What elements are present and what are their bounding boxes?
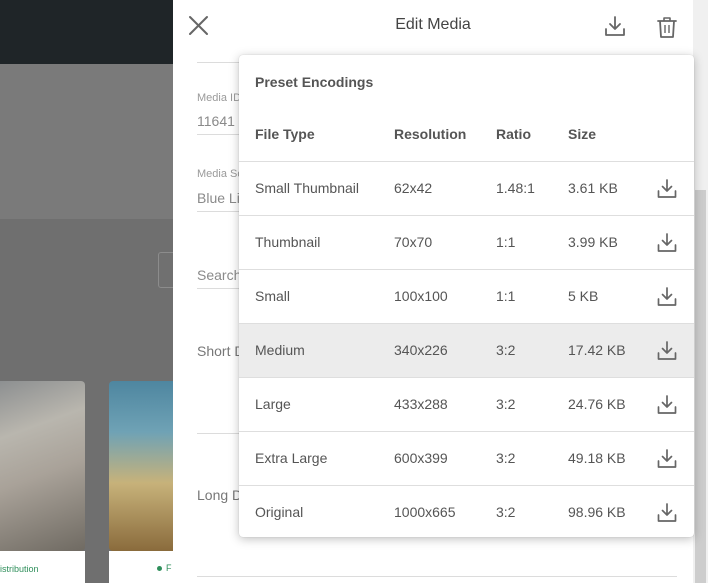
cell-ratio: 1:1	[496, 288, 516, 304]
drawer-scrollbar-thumb[interactable]	[695, 190, 706, 583]
encoding-row[interactable]: Small Thumbnail 62x42 1.48:1 3.61 KB	[239, 162, 694, 216]
encoding-row[interactable]: Large 433x288 3:2 24.76 KB	[239, 378, 694, 432]
download-icon	[657, 341, 677, 360]
download-encoding-button[interactable]	[655, 231, 679, 255]
cell-ratio: 3:2	[496, 342, 516, 358]
download-encoding-button[interactable]	[655, 501, 679, 525]
cell-file-type: Extra Large	[255, 450, 328, 466]
download-encoding-button[interactable]	[655, 447, 679, 471]
short-description-label: Short D	[197, 343, 245, 359]
download-encoding-button[interactable]	[655, 285, 679, 309]
column-header-file-type: File Type	[255, 126, 315, 142]
column-header-resolution: Resolution	[394, 126, 467, 142]
cell-ratio: 3:2	[496, 450, 516, 466]
cell-ratio: 3:2	[496, 504, 516, 520]
cell-file-type: Medium	[255, 342, 305, 358]
cell-size: 17.42 KB	[568, 342, 626, 358]
cell-file-type: Large	[255, 396, 291, 412]
encoding-row[interactable]: Original 1000x665 3:2 98.96 KB	[239, 486, 694, 537]
download-icon	[657, 179, 677, 198]
encoding-row[interactable]: Extra Large 600x399 3:2 49.18 KB	[239, 432, 694, 486]
download-button[interactable]	[602, 14, 628, 40]
cell-size: 98.96 KB	[568, 504, 626, 520]
encoding-row[interactable]: Small 100x100 1:1 5 KB	[239, 270, 694, 324]
encoding-row[interactable]: Thumbnail 70x70 1:1 3.99 KB	[239, 216, 694, 270]
media-card-image	[109, 381, 179, 551]
cell-file-type: Small Thumbnail	[255, 180, 360, 196]
cell-size: 24.76 KB	[568, 396, 626, 412]
cell-ratio: 1.48:1	[496, 180, 535, 196]
download-icon	[657, 233, 677, 252]
cell-resolution: 600x399	[394, 450, 448, 466]
media-id-label: Media ID	[197, 92, 242, 104]
cell-file-type: Small	[255, 288, 291, 304]
download-icon	[657, 503, 677, 522]
cell-resolution: 70x70	[394, 234, 433, 250]
download-icon	[605, 16, 625, 36]
preset-encodings-title: Preset Encodings	[255, 74, 374, 90]
download-icon	[657, 449, 677, 468]
trash-icon	[657, 17, 677, 38]
long-description-label: Long D	[197, 487, 243, 503]
cell-size: 3.99 KB	[568, 234, 618, 250]
close-button[interactable]	[186, 13, 212, 39]
cell-ratio: 3:2	[496, 396, 516, 412]
download-icon	[657, 395, 677, 414]
cell-size: 3.61 KB	[568, 180, 618, 196]
preset-encodings-menu: Preset Encodings File Type Resolution Ra…	[239, 55, 694, 537]
field-divider	[197, 576, 677, 577]
status-dot-icon	[157, 566, 162, 571]
media-source-value[interactable]: Blue Li	[197, 190, 240, 206]
cell-resolution: 1000x665	[394, 504, 456, 520]
download-encoding-button[interactable]	[655, 177, 679, 201]
column-header-size: Size	[568, 126, 597, 142]
media-source-label: Media Sc	[197, 168, 243, 180]
cell-resolution: 433x288	[394, 396, 448, 412]
cell-file-type: Thumbnail	[255, 234, 321, 250]
download-encoding-button[interactable]	[655, 393, 679, 417]
media-card-image	[0, 381, 85, 551]
download-icon	[657, 287, 677, 306]
cell-size: 49.18 KB	[568, 450, 626, 466]
close-icon	[189, 16, 208, 35]
media-card-status: F	[166, 563, 172, 573]
drawer-title: Edit Media	[395, 16, 471, 33]
delete-button[interactable]	[654, 14, 680, 40]
cell-resolution: 340x226	[394, 342, 448, 358]
search-field[interactable]: Search	[197, 267, 242, 283]
header-divider	[239, 161, 694, 162]
cell-ratio: 1:1	[496, 234, 516, 250]
media-card-status: istribution	[0, 564, 39, 574]
download-encoding-button[interactable]	[655, 339, 679, 363]
cell-resolution: 100x100	[394, 288, 448, 304]
media-id-value: 11641	[197, 113, 235, 129]
cell-file-type: Original	[255, 504, 304, 520]
encoding-row[interactable]: Medium 340x226 3:2 17.42 KB	[239, 324, 694, 378]
cell-resolution: 62x42	[394, 180, 433, 196]
media-card-footer: istribution	[0, 551, 85, 583]
column-header-ratio: Ratio	[496, 126, 531, 142]
media-card-footer: F	[109, 551, 179, 583]
drawer-header	[173, 0, 693, 54]
cell-size: 5 KB	[568, 288, 599, 304]
